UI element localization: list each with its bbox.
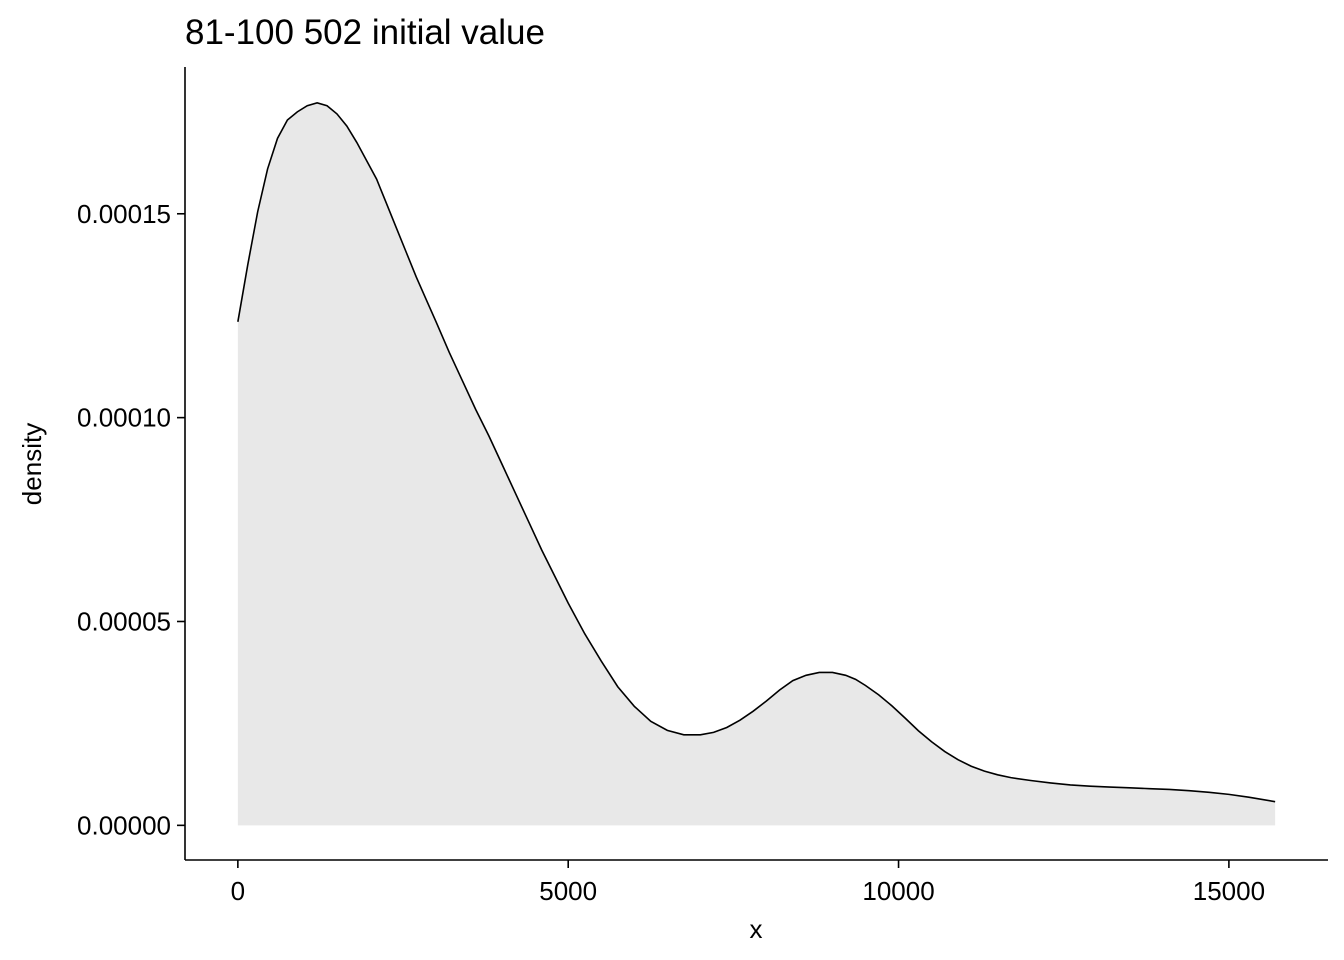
y-tick-label: 0.00010 [77, 403, 171, 433]
x-tick-label: 5000 [539, 876, 597, 906]
x-tick-label: 15000 [1193, 876, 1265, 906]
x-tick-label: 10000 [862, 876, 934, 906]
x-tick-label: 0 [231, 876, 245, 906]
y-tick-label: 0.00015 [77, 199, 171, 229]
y-axis-title: density [17, 423, 47, 505]
y-axis-ticks: 0.00000 0.00005 0.00010 0.00015 [77, 199, 185, 840]
x-axis-ticks: 0 5000 10000 15000 [231, 860, 1265, 906]
chart-title: 81-100 502 initial value [185, 13, 545, 52]
y-tick-label: 0.00000 [77, 810, 171, 840]
plot-area [237, 102, 1276, 826]
density-line [237, 102, 1276, 803]
y-tick-label: 0.00005 [77, 606, 171, 636]
x-axis-title: x [750, 914, 763, 944]
density-area [237, 102, 1276, 826]
